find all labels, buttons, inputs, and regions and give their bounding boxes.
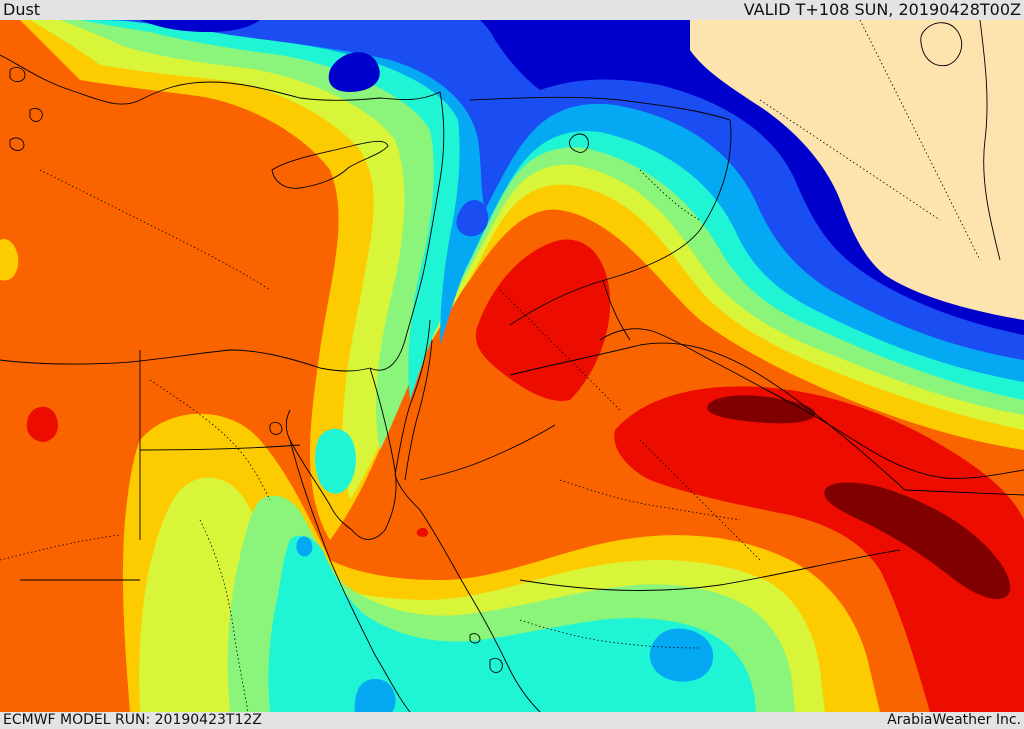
- navy-patch-levant: [328, 52, 380, 92]
- field-name-label: Dust: [3, 0, 41, 19]
- border-jordan-saudi: [419, 424, 556, 481]
- coastline-cyprus: [271, 140, 389, 189]
- credit-label: ArabiaWeather Inc.: [887, 712, 1021, 728]
- coastline-eritrea-islands: [469, 633, 503, 673]
- coastline-egypt-north: [0, 349, 371, 372]
- coastlines: [0, 22, 1024, 712]
- forecast-map: [0, 20, 1024, 712]
- sky-patch-eritrea: [296, 536, 313, 557]
- band-cyan-south: [268, 535, 756, 712]
- footer-bar: ECMWF MODEL RUN: 20190423T12Z ArabiaWeat…: [0, 712, 1024, 729]
- yellow-lobe-west: [0, 239, 19, 281]
- coastline-caspian: [920, 22, 962, 67]
- band-red-gulf: [614, 386, 1024, 712]
- dotted-boundary-1: [39, 169, 271, 291]
- sky-patch-yemen: [649, 628, 714, 682]
- dust-concentration-map: [0, 20, 1024, 712]
- coastline-lake-sinai: [269, 421, 283, 435]
- border-iraq-kuwait: [602, 279, 631, 341]
- navy-patch-topleft: [140, 20, 260, 32]
- dotted-boundary-6: [859, 20, 981, 261]
- dotted-boundary-4: [639, 439, 761, 561]
- cyan-patch-sinai: [315, 428, 356, 494]
- border-egypt-sudan: [139, 444, 301, 451]
- coastline-red-sea-west-2: [289, 439, 411, 712]
- red-spot-egypt-coast: [416, 527, 428, 537]
- dotted-boundary-10: [639, 169, 701, 221]
- dotted-boundary-7: [559, 479, 741, 521]
- dotted-boundary-8: [519, 619, 701, 649]
- border-iraq-iran: [509, 119, 732, 326]
- coastline-gulf-aqaba: [404, 339, 433, 481]
- title-bar: Dust VALID T+108 SUN, 20190428T00Z: [0, 0, 1024, 20]
- coastline-red-sea-east: [394, 319, 541, 712]
- internal-boundaries: [0, 20, 981, 712]
- blue-patch-jordan: [456, 200, 489, 237]
- coastline-aegean-islands: [9, 67, 43, 151]
- border-iraq-saudi: [509, 342, 1024, 496]
- dotted-boundary-5: [759, 99, 941, 221]
- band-dark-red-1: [707, 395, 816, 424]
- coastline-persian-gulf: [599, 328, 1024, 479]
- red-spot-libya: [26, 406, 59, 442]
- dotted-boundary-2: [149, 379, 271, 501]
- coastline-lake-tuz: [569, 133, 589, 153]
- border-syria-iraq: [469, 96, 731, 121]
- no-data-land-northeast: [690, 20, 1024, 320]
- dotted-boundary-11: [0, 534, 121, 561]
- dotted-boundary-3: [499, 289, 621, 411]
- dotted-boundary-9: [199, 519, 249, 712]
- coastline-levant: [369, 91, 445, 371]
- band-dark-red-2: [824, 482, 1011, 600]
- border-saudi-yemen: [519, 549, 901, 591]
- border-iran-pakistan: [979, 20, 1001, 261]
- political-borders: [20, 20, 1024, 591]
- sky-patch-sudan: [354, 678, 396, 712]
- valid-time-label: VALID T+108 SUN, 20190428T00Z: [743, 0, 1021, 19]
- model-run-label: ECMWF MODEL RUN: 20190423T12Z: [3, 712, 262, 728]
- band-red-iraq: [475, 239, 611, 401]
- coastline-turkey-south: [0, 54, 441, 105]
